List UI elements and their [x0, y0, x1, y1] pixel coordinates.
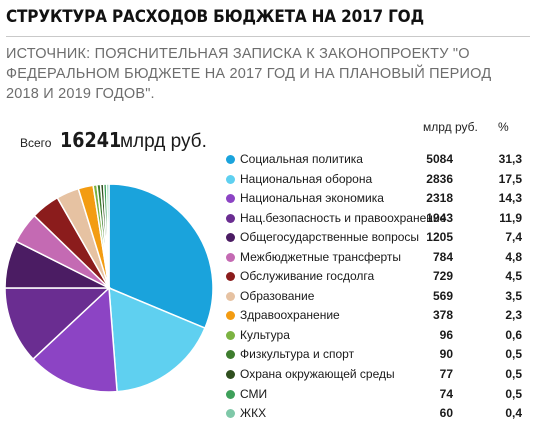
legend-swatch	[226, 389, 235, 399]
legend-value: 77	[439, 367, 453, 382]
legend-value: 2836	[426, 171, 453, 186]
legend-percent: 0,4	[505, 406, 522, 421]
legend-value: 90	[439, 347, 453, 362]
legend-percent: 0,5	[505, 347, 522, 362]
legend-row: Национальная оборона 2836 17,5	[226, 170, 526, 190]
legend-percent: 0,5	[505, 367, 522, 382]
legend-swatch	[226, 370, 235, 380]
legend-percent: 17,5	[498, 171, 522, 186]
legend-percent: 2,3	[505, 308, 522, 323]
legend-label: ЖКХ	[240, 406, 267, 421]
source-note: ИСТОЧНИК: ПОЯСНИТЕЛЬНАЯ ЗАПИСКА К ЗАКОНО…	[6, 46, 492, 102]
pie-slice	[31, 286, 118, 392]
legend-swatch	[226, 174, 235, 184]
legend-label: Национальная оборона	[240, 171, 373, 186]
legend-value: 1205	[426, 230, 453, 245]
legend-row: Здравоохранение 378 2,3	[226, 306, 526, 326]
legend-value: 378	[432, 308, 453, 323]
legend-label: Образование	[240, 288, 315, 303]
legend-value: 729	[432, 269, 453, 284]
total-unit: млрд руб.	[119, 131, 207, 152]
legend-row: Физкультура и спорт 90 0,5	[226, 345, 526, 365]
legend-label: Обслуживание госдолга	[240, 269, 375, 284]
legend-label: Нац.безопасность и правоохранение	[240, 210, 447, 225]
legend-swatch	[226, 330, 235, 340]
total-block: Всего 16241 млрд руб.	[20, 128, 207, 153]
legend-row: Общегосударственные вопросы 1205 7,4	[226, 228, 526, 248]
legend-label: Физкультура и спорт	[240, 347, 355, 362]
legend-row: Социальная политика 5084 31,3	[226, 150, 526, 170]
legend-percent: 14,3	[498, 191, 522, 206]
legend-row: Нац.безопасность и правоохранение 1943 11,…	[226, 209, 526, 229]
chart-title: СТРУКТУРА РАСХОДОВ БЮДЖЕТА НА 2017 ГОД	[6, 7, 424, 27]
pie-chart	[4, 183, 214, 392]
total-value: 16241	[59, 128, 122, 152]
legend-percent: 0,5	[505, 386, 522, 401]
legend-row: Национальная экономика 2318 14,3	[226, 189, 526, 209]
legend-swatch	[226, 272, 235, 282]
legend-label: Социальная политика	[240, 152, 363, 166]
legend-row: Культура 96 0,6	[226, 326, 526, 346]
title-divider	[6, 36, 530, 37]
legend-swatch	[226, 233, 235, 243]
legend-value: 5084	[426, 152, 453, 166]
pie-slice	[4, 287, 111, 361]
legend-row: Охрана окружающей среды 77 0,5	[226, 365, 526, 385]
legend-percent: 4,5	[505, 269, 522, 284]
legend-percent: 11,9	[499, 210, 522, 225]
legend-label: Культура	[240, 327, 290, 342]
legend-row: Межбюджетные трансферты 784 4,8	[226, 248, 526, 268]
legend-label: Национальная экономика	[240, 191, 384, 206]
legend-swatch	[226, 291, 235, 301]
legend-percent: 7,4	[505, 230, 522, 245]
legend-swatch	[226, 194, 235, 204]
legend-label: Здравоохранение	[240, 308, 340, 323]
legend-value: 2318	[426, 191, 453, 206]
legend: Социальная политика 5084 31,3 Национальная …	[226, 150, 526, 424]
legend-row: ЖКХ 60 0,4	[226, 404, 526, 424]
legend-percent: 3,5	[505, 288, 522, 303]
legend-row: Обслуживание госдолга 729 4,5	[226, 267, 526, 287]
total-label: Всего	[20, 136, 52, 150]
legend-percent: 31,3	[498, 152, 522, 166]
legend-percent: 0,6	[505, 327, 522, 342]
legend-value: 96	[439, 327, 453, 342]
legend-value: 784	[432, 249, 453, 264]
legend-swatch	[226, 155, 235, 164]
pie-slice	[108, 183, 214, 330]
legend-value: 74	[439, 386, 453, 401]
column-header-value: млрд руб.	[423, 120, 478, 134]
column-header-percent: %	[498, 120, 509, 134]
pie-slice	[105, 183, 110, 289]
legend-swatch	[226, 350, 235, 360]
legend-row: СМИ 74 0,5	[226, 385, 526, 405]
legend-percent: 4,8	[505, 249, 522, 264]
legend-row: Образование 569 3,5	[226, 287, 526, 307]
legend-label: Межбюджетные трансферты	[240, 249, 402, 264]
legend-swatch	[226, 311, 235, 321]
legend-swatch	[226, 252, 235, 262]
legend-value: 1943	[426, 210, 453, 225]
legend-swatch	[226, 213, 235, 223]
legend-label: Охрана окружающей среды	[240, 367, 395, 382]
legend-label: Общегосударственные вопросы	[240, 230, 420, 245]
legend-swatch	[226, 409, 235, 419]
legend-label: СМИ	[240, 386, 268, 401]
legend-value: 60	[439, 406, 453, 421]
pie-slice	[108, 286, 206, 392]
legend-value: 569	[432, 288, 453, 303]
